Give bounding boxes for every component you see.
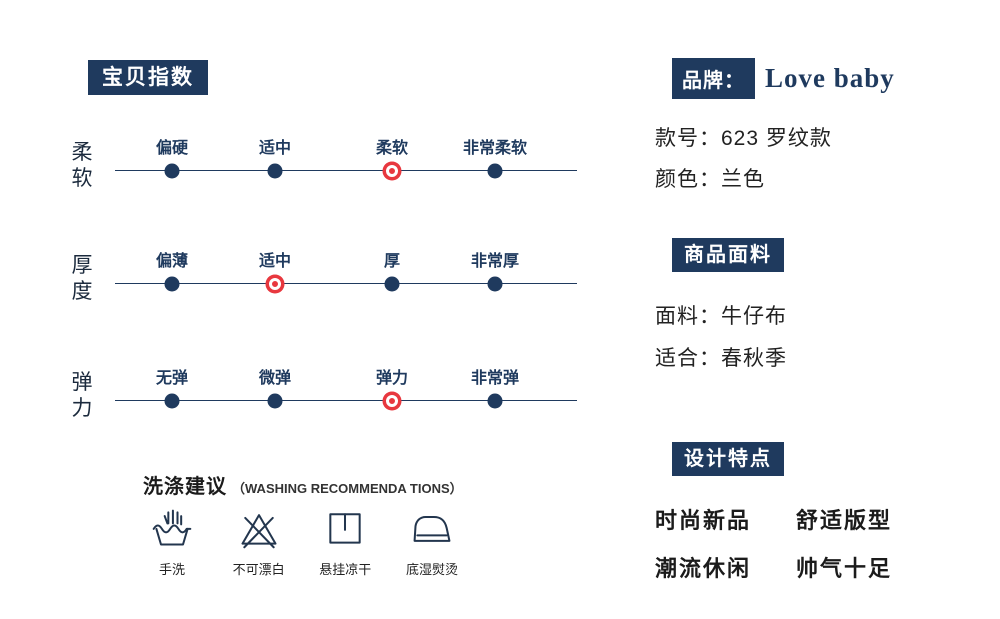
washing-item: 底湿熨烫 [393, 506, 471, 578]
season-text: 适合：春秋季 [655, 347, 787, 370]
stop-label: 柔软 [375, 140, 409, 157]
feature-item: 时尚新品 [655, 508, 752, 533]
scale-line [115, 170, 577, 171]
hang-dry-icon [329, 513, 361, 544]
scale-line [115, 283, 577, 284]
no-bleach-icon [241, 514, 277, 549]
scale-dot [269, 278, 281, 290]
scale-row-softness: 柔软 偏硬 适中 柔软 非常柔软 [60, 134, 605, 206]
washing-item-label: 不可漂白 [232, 562, 285, 577]
washing-heading: 洗涤建议 （WASHING RECOMMENDA TIONS） [143, 470, 463, 499]
scale-dot [164, 276, 180, 292]
scale-dot [267, 163, 283, 179]
stop-label: 微弹 [258, 370, 292, 387]
feature-item: 潮流休闲 [655, 556, 752, 581]
washing-item-label: 悬挂凉干 [319, 562, 372, 577]
design-title-badge: 设计特点 [672, 442, 784, 476]
washing-item-label: 底湿熨烫 [405, 562, 458, 577]
scale-axis-label: 柔软 [71, 141, 93, 190]
stop-label: 适中 [258, 253, 292, 270]
brand-row: 品牌： Love baby [672, 58, 895, 99]
scale-axis-label: 厚度 [71, 254, 93, 303]
stop-label: 弹力 [375, 370, 409, 387]
washing-item-label: 手洗 [158, 562, 185, 577]
scale-dot [384, 276, 400, 292]
feature-item: 帅气十足 [796, 556, 893, 581]
feature-item: 舒适版型 [796, 508, 893, 533]
scale-dot [164, 163, 180, 179]
scale-dot [386, 395, 398, 407]
iron-icon [413, 515, 451, 542]
scale-dot [487, 163, 503, 179]
scale-dot [164, 393, 180, 409]
color-text: 颜色：兰色 [655, 168, 765, 191]
scale-dot [267, 393, 283, 409]
washing-item: 不可漂白 [220, 506, 298, 578]
hand-wash-icon [152, 509, 192, 546]
washing-title: 洗涤建议 [143, 476, 227, 498]
stop-label: 非常柔软 [462, 140, 528, 157]
scale-dot [386, 165, 398, 177]
stop-label: 厚 [383, 253, 401, 270]
scale-line [115, 400, 577, 401]
model-number-text: 款号：623 罗纹款 [655, 127, 832, 150]
washing-subtitle: （WASHING RECOMMENDA TIONS） [232, 481, 463, 496]
product-index-title-badge: 宝贝指数 [88, 60, 208, 96]
fabric-title-badge: 商品面料 [672, 238, 784, 272]
washing-item: 悬挂凉干 [306, 506, 384, 578]
scale-dot [487, 276, 503, 292]
design-features: 时尚新品 舒适版型 潮流休闲 帅气十足 [655, 503, 892, 583]
stop-label: 无弹 [155, 370, 189, 387]
stop-label: 偏硬 [155, 140, 189, 157]
scale-axis-label: 弹力 [71, 371, 93, 420]
stop-label: 非常厚 [470, 253, 520, 270]
stop-label: 适中 [258, 140, 292, 157]
stop-label: 偏薄 [155, 253, 189, 270]
scale-row-thickness: 厚度 偏薄 适中 厚 非常厚 [60, 247, 605, 319]
brand-label-badge: 品牌： [672, 58, 755, 99]
washing-item: 手洗 [133, 506, 211, 578]
washing-icons-row: 手洗 不可漂白 悬挂凉干 底湿熨烫 [133, 506, 471, 578]
scale-dot [487, 393, 503, 409]
scale-row-elasticity: 弹力 无弹 微弹 弹力 非常弹 [60, 364, 605, 436]
stop-label: 非常弹 [470, 370, 520, 387]
fabric-text: 面料：牛仔布 [655, 305, 787, 328]
brand-value: Love baby [765, 63, 895, 93]
